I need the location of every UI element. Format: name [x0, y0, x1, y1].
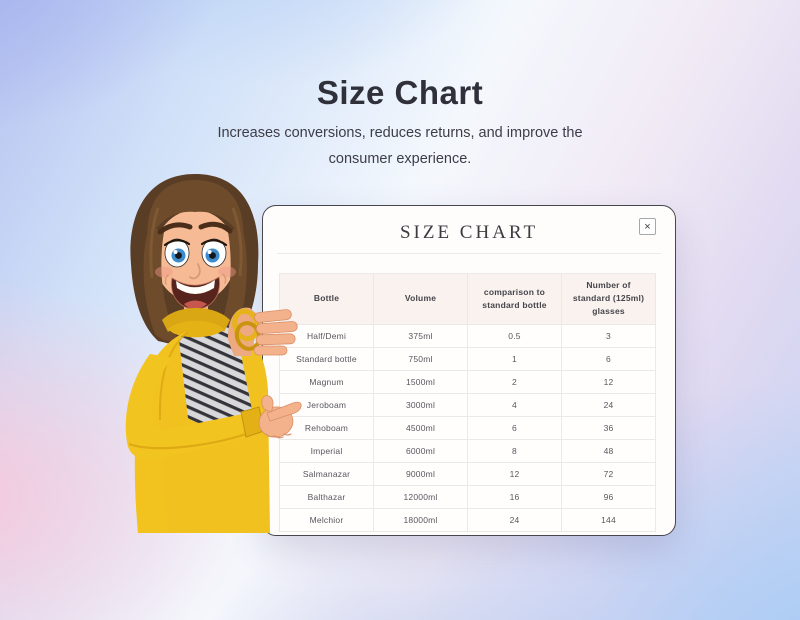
modal-title: SIZE CHART [399, 222, 539, 243]
column-header-glasses: Number of standard (125ml) glasses [561, 273, 656, 325]
size-chart-table: Bottle Volume comparison to standard bot… [279, 273, 656, 532]
table-row: Melchior 18000ml 24 144 [279, 507, 656, 532]
table-row: Half/Demi 375ml 0.5 3 [279, 323, 656, 348]
cell-glasses: 48 [561, 438, 656, 463]
cell-volume: 750ml [373, 346, 468, 371]
column-header-comparison: comparison to standard bottle [467, 273, 562, 325]
cell-bottle: Rehoboam [279, 415, 374, 440]
table-header-row: Bottle Volume comparison to standard bot… [279, 273, 656, 325]
page-title: Size Chart [316, 74, 484, 111]
cell-comparison: 2 [467, 369, 562, 394]
cell-volume: 6000ml [373, 438, 468, 463]
cell-comparison: 0.5 [467, 323, 562, 348]
cell-volume: 9000ml [373, 461, 468, 486]
table-row: Standard bottle 750ml 1 6 [279, 346, 656, 371]
size-chart-table-container: Bottle Volume comparison to standard bot… [279, 273, 656, 532]
cell-bottle: Jeroboam [279, 392, 374, 417]
cell-bottle: Magnum [279, 369, 374, 394]
size-chart-modal: × SIZE CHART Bottle Volume comparison to… [262, 205, 676, 536]
cell-bottle: Standard bottle [279, 346, 374, 371]
table-row: Rehoboam 4500ml 6 36 [279, 415, 656, 440]
cell-bottle: Balthazar [279, 484, 374, 509]
cell-bottle: Melchior [279, 507, 374, 532]
cell-bottle: Half/Demi [279, 323, 374, 348]
cell-glasses: 144 [561, 507, 656, 532]
cell-comparison: 16 [467, 484, 562, 509]
cell-bottle: Salmanazar [279, 461, 374, 486]
cell-comparison: 24 [467, 507, 562, 532]
cell-glasses: 96 [561, 484, 656, 509]
cell-glasses: 24 [561, 392, 656, 417]
cell-comparison: 12 [467, 461, 562, 486]
page-subtitle: Increases conversions, reduces returns, … [0, 120, 800, 172]
cell-glasses: 36 [561, 415, 656, 440]
cell-comparison: 8 [467, 438, 562, 463]
cell-glasses: 72 [561, 461, 656, 486]
cell-volume: 1500ml [373, 369, 468, 394]
cell-volume: 4500ml [373, 415, 468, 440]
table-row: Salmanazar 9000ml 12 72 [279, 461, 656, 486]
column-header-volume: Volume [373, 273, 468, 325]
cell-volume: 12000ml [373, 484, 468, 509]
page-subtitle-line-2: consumer experience. [328, 151, 472, 167]
cell-comparison: 4 [467, 392, 562, 417]
cell-glasses: 12 [561, 369, 656, 394]
close-icon[interactable]: × [639, 218, 656, 235]
cell-glasses: 6 [561, 346, 656, 371]
cell-volume: 3000ml [373, 392, 468, 417]
cell-glasses: 3 [561, 323, 656, 348]
table-row: Imperial 6000ml 8 48 [279, 438, 656, 463]
cell-volume: 375ml [373, 323, 468, 348]
table-row: Balthazar 12000ml 16 96 [279, 484, 656, 509]
table-row: Magnum 1500ml 2 12 [279, 369, 656, 394]
divider [277, 253, 661, 254]
cell-comparison: 1 [467, 346, 562, 371]
table-row: Jeroboam 3000ml 4 24 [279, 392, 656, 417]
column-header-bottle: Bottle [279, 273, 374, 325]
cell-bottle: Imperial [279, 438, 374, 463]
page-subtitle-line-1: Increases conversions, reduces returns, … [217, 125, 583, 141]
cell-volume: 18000ml [373, 507, 468, 532]
cell-comparison: 6 [467, 415, 562, 440]
